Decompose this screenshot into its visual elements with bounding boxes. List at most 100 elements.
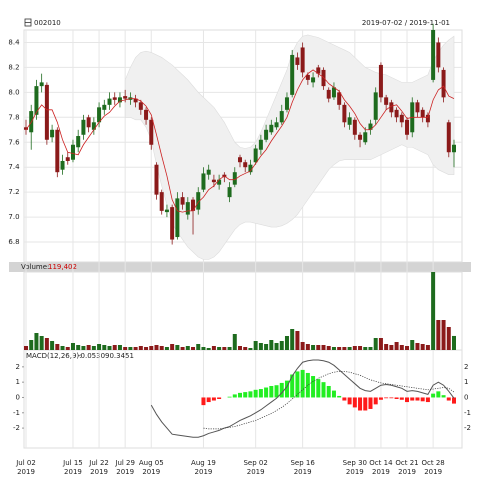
volume-bar bbox=[201, 347, 206, 350]
volume-bar bbox=[405, 346, 410, 350]
volume-bar bbox=[253, 341, 258, 350]
macd-hist-bar bbox=[410, 397, 415, 401]
macd-hist-bar bbox=[389, 397, 394, 399]
candle-body bbox=[269, 124, 274, 133]
candle-body bbox=[123, 96, 128, 99]
candle-body bbox=[227, 187, 232, 198]
x-tick-year: 2019 bbox=[17, 468, 35, 476]
macd-hist-bar bbox=[269, 385, 274, 398]
macd-hist-bar bbox=[232, 394, 237, 398]
candle-body bbox=[149, 119, 154, 145]
x-tick-year: 2019 bbox=[398, 468, 416, 476]
volume-bar bbox=[65, 347, 70, 350]
macd-tick-label: 0 bbox=[16, 393, 20, 401]
volume-bar bbox=[191, 347, 196, 350]
candle-body bbox=[24, 127, 28, 130]
volume-bar bbox=[81, 346, 86, 350]
x-tick-label: Jul 22 bbox=[88, 459, 109, 467]
volume-bar bbox=[70, 343, 75, 350]
x-tick-label: Aug 19 bbox=[191, 459, 216, 467]
macd-hist-bar bbox=[316, 379, 321, 398]
candle-body bbox=[316, 67, 321, 74]
x-tick-label: Jul 15 bbox=[62, 459, 83, 467]
macd-hist-bar bbox=[258, 389, 263, 398]
volume-bar bbox=[60, 346, 65, 350]
candle-body bbox=[76, 136, 81, 148]
volume-bar bbox=[452, 335, 456, 350]
candle-body bbox=[300, 47, 305, 73]
candle-body bbox=[290, 54, 295, 95]
volume-bar bbox=[217, 347, 222, 350]
candle-body bbox=[305, 74, 310, 80]
volume-bar bbox=[420, 344, 425, 350]
volume-bar bbox=[441, 320, 446, 350]
macd-hist-bar bbox=[446, 397, 451, 401]
candle-body bbox=[196, 192, 201, 210]
volume-bar bbox=[342, 347, 347, 350]
candle-body bbox=[201, 173, 206, 190]
candle-body bbox=[373, 92, 378, 120]
volume-bar bbox=[248, 348, 253, 350]
candle-body bbox=[102, 104, 107, 110]
x-tick-label: Jul 02 bbox=[15, 459, 36, 467]
x-tick-label: Oct 28 bbox=[421, 459, 444, 467]
y-tick-label: 8.0 bbox=[8, 88, 19, 96]
candle-body bbox=[175, 198, 180, 238]
candle-body bbox=[284, 97, 289, 110]
candle-body bbox=[326, 89, 331, 99]
macd-dif-line bbox=[150, 359, 455, 438]
volume-bar bbox=[222, 347, 227, 350]
x-tick-label: Sep 30 bbox=[343, 459, 367, 467]
macd-hist-bar bbox=[415, 397, 420, 401]
macd-tick-label: -1 bbox=[13, 409, 20, 417]
candle-body bbox=[436, 42, 441, 68]
volume-bar bbox=[389, 345, 394, 350]
volume-bar bbox=[86, 345, 91, 350]
moving-average bbox=[25, 69, 455, 213]
volume-bar bbox=[50, 341, 55, 350]
volume-bar bbox=[295, 331, 300, 350]
volume-bar bbox=[347, 347, 352, 350]
macd-hist-bar bbox=[227, 396, 232, 398]
candle-body bbox=[39, 82, 44, 87]
candle-body bbox=[258, 139, 263, 150]
y-tick-label: 8.4 bbox=[8, 38, 20, 46]
candle-body bbox=[253, 148, 258, 163]
candle-body bbox=[217, 179, 222, 185]
x-tick-label: Sep 16 bbox=[290, 459, 315, 467]
candle-body bbox=[112, 97, 117, 100]
macd-label: MACD(12,26,9): bbox=[26, 352, 82, 360]
volume-bar bbox=[425, 345, 430, 350]
macd-tick-label-right: 0 bbox=[464, 393, 468, 401]
macd-tick-label-right: -1 bbox=[464, 409, 471, 417]
volume-bar bbox=[117, 345, 122, 350]
macd-hist-bar bbox=[201, 397, 206, 406]
macd-tick-label: -2 bbox=[13, 424, 20, 432]
volume-bar bbox=[206, 348, 211, 350]
y-tick-label: 7.0 bbox=[8, 213, 19, 221]
candle-body bbox=[185, 202, 190, 215]
macd-hist-bar bbox=[311, 376, 316, 398]
macd-hist-bar bbox=[253, 389, 258, 398]
macd-hist-bar bbox=[431, 393, 436, 398]
candle-body bbox=[342, 104, 347, 123]
y-tick-label: 7.6 bbox=[8, 138, 20, 146]
x-tick-year: 2019 bbox=[116, 468, 134, 476]
candle-body bbox=[405, 119, 410, 135]
candle-body bbox=[44, 84, 49, 140]
volume-bar bbox=[227, 347, 232, 350]
candle-body bbox=[107, 98, 112, 105]
candle-body bbox=[211, 179, 216, 183]
macd-tick-label: 1 bbox=[16, 378, 20, 386]
volume-bar bbox=[138, 346, 143, 350]
volume-bar bbox=[211, 346, 216, 350]
macd-hist-bar bbox=[206, 397, 211, 403]
volume-bar bbox=[258, 343, 263, 350]
volume-bar bbox=[91, 346, 96, 350]
x-tick-year: 2019 bbox=[424, 468, 442, 476]
macd-hist-bar bbox=[295, 371, 300, 398]
candle-body bbox=[86, 117, 91, 128]
candle-body bbox=[363, 132, 368, 143]
volume-bar bbox=[290, 329, 295, 350]
